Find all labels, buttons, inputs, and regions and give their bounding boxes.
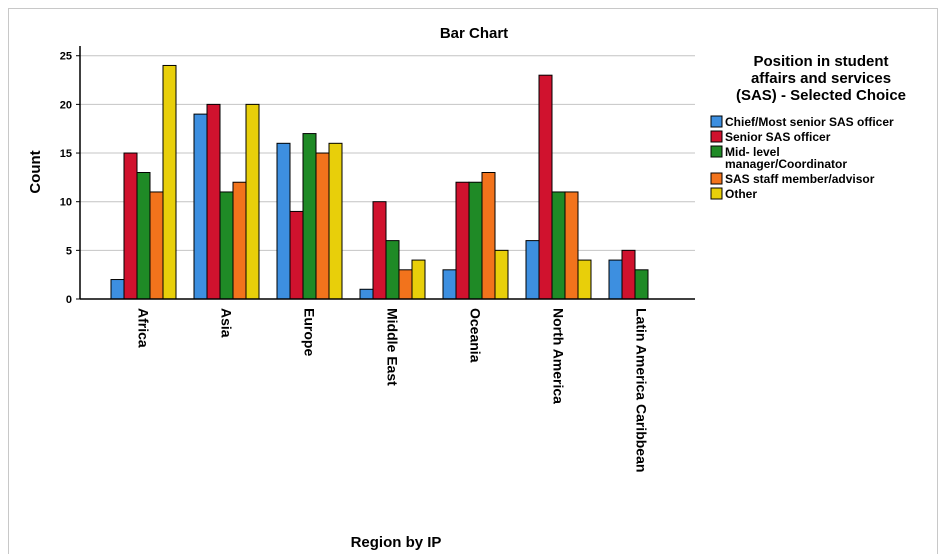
y-tick-label: 5 xyxy=(66,245,72,257)
bar-latin-america-caribbean-0 xyxy=(608,259,623,300)
x-category-label: Latin America Caribbean xyxy=(634,308,650,472)
x-category-label: Oceania xyxy=(468,308,484,363)
y-tick-label: 15 xyxy=(60,148,72,160)
bar-africa-3 xyxy=(149,191,164,300)
legend-swatch-0 xyxy=(710,115,723,128)
chart-title: Bar Chart xyxy=(440,25,508,42)
legend-title-line: Position in student xyxy=(754,53,889,70)
bar-africa-4 xyxy=(162,64,177,300)
x-category-label: Europe xyxy=(302,308,318,356)
bar-latin-america-caribbean-2 xyxy=(634,269,649,300)
y-tick-label: 0 xyxy=(66,294,72,306)
x-category-label: Africa xyxy=(136,308,152,348)
legend-label-3: SAS staff member/advisor xyxy=(725,172,875,186)
bar-north-america-2 xyxy=(551,191,566,300)
bar-middle-east-0 xyxy=(359,288,374,300)
bar-oceania-0 xyxy=(442,269,457,300)
y-tick-label: 20 xyxy=(60,99,72,111)
legend-label-0: Chief/Most senior SAS officer xyxy=(725,115,894,129)
legend-label-4: Other xyxy=(725,187,757,201)
bar-north-america-0 xyxy=(525,240,540,300)
bar-asia-3 xyxy=(232,181,247,300)
bar-europe-3 xyxy=(315,152,330,300)
x-category-label: Asia xyxy=(219,308,235,338)
bar-north-america-4 xyxy=(577,259,592,300)
bar-oceania-2 xyxy=(468,181,483,300)
bar-oceania-3 xyxy=(481,172,496,300)
y-axis-label: Count xyxy=(27,150,44,193)
bar-asia-2 xyxy=(219,191,234,300)
bar-asia-1 xyxy=(206,103,221,300)
bar-middle-east-3 xyxy=(398,269,413,300)
bar-middle-east-4 xyxy=(411,259,426,300)
legend-swatch-4 xyxy=(710,187,723,200)
x-category-label: Middle East xyxy=(385,308,401,386)
bar-africa-0 xyxy=(110,279,125,300)
y-tick-label: 10 xyxy=(60,197,72,209)
bar-oceania-1 xyxy=(455,181,470,300)
x-category-label: North America xyxy=(551,308,567,404)
bar-asia-4 xyxy=(245,103,260,300)
bar-europe-1 xyxy=(289,210,304,300)
legend-swatch-1 xyxy=(710,130,723,143)
legend-title-line: affairs and services xyxy=(751,70,891,87)
bar-north-america-1 xyxy=(538,74,553,300)
bar-africa-1 xyxy=(123,152,138,300)
legend-label-2: Mid- level xyxy=(725,145,780,159)
y-tick-label: 25 xyxy=(60,51,72,63)
bar-asia-0 xyxy=(193,113,208,300)
bar-latin-america-caribbean-1 xyxy=(621,249,636,300)
bar-oceania-4 xyxy=(494,249,509,300)
legend-swatch-2 xyxy=(710,145,723,158)
legend-swatch-3 xyxy=(710,172,723,185)
legend-label-1: Senior SAS officer xyxy=(725,130,831,144)
x-axis-label: Region by IP xyxy=(351,534,442,551)
legend-label-2: manager/Coordinator xyxy=(725,157,847,171)
bar-middle-east-2 xyxy=(385,240,400,300)
bar-middle-east-1 xyxy=(372,201,387,300)
bar-africa-2 xyxy=(136,172,151,300)
bar-europe-0 xyxy=(276,142,291,300)
bar-europe-4 xyxy=(328,142,343,300)
bar-north-america-3 xyxy=(564,191,579,300)
legend-title-line: (SAS) - Selected Choice xyxy=(736,87,906,104)
bar-europe-2 xyxy=(302,133,317,300)
